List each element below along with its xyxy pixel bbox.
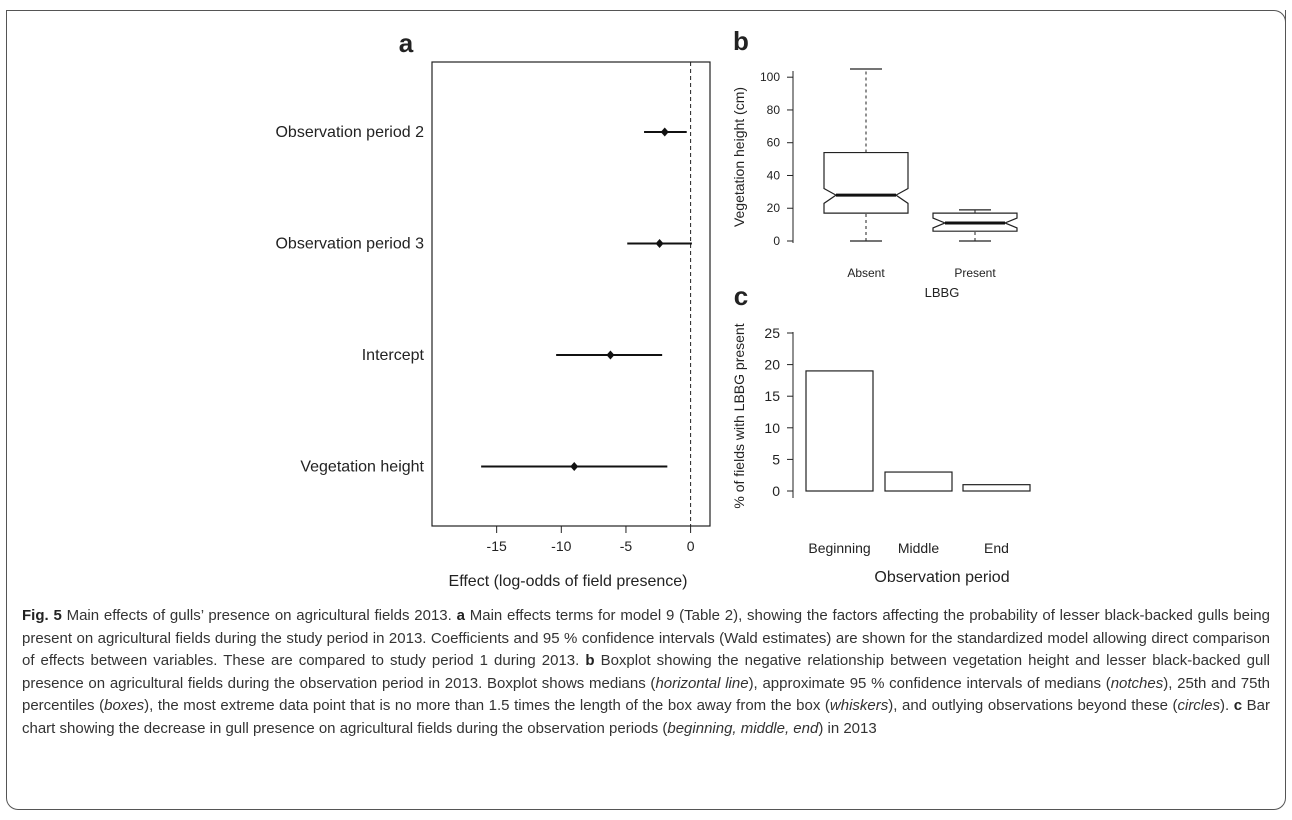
panel-b-notched-box bbox=[823, 151, 909, 214]
panel-a-category-label: Observation period 2 bbox=[275, 124, 424, 141]
caption-c-text: ) in 2013 bbox=[818, 719, 877, 737]
caption-figure-number: Fig. 5 bbox=[22, 607, 62, 624]
panel-a-estimate-point bbox=[660, 127, 669, 137]
panel-c-label: c bbox=[734, 281, 748, 311]
panel-b-y-tick-label: 60 bbox=[767, 136, 781, 150]
panel-a-category-label: Intercept bbox=[362, 347, 425, 364]
panel-a-category-label: Vegetation height bbox=[300, 459, 424, 476]
panel-c-x-tick-label: Beginning bbox=[808, 540, 870, 556]
panel-c-y-tick-label: 10 bbox=[764, 420, 780, 436]
caption-b-italic: whiskers bbox=[829, 697, 889, 714]
panel-b-x-axis-title: LBBG bbox=[925, 285, 960, 300]
panel-c: c 0 5 10 15 20 25 Beginning Middle End % of fie… bbox=[731, 281, 1031, 586]
panel-b-label: b bbox=[733, 26, 749, 56]
panel-c-y-axis-title: % of fields with LBBG present bbox=[731, 323, 747, 508]
panel-c-y-tick-label: 20 bbox=[764, 357, 780, 373]
panel-a-category-label: Observation period 3 bbox=[275, 236, 424, 253]
panel-a-label: a bbox=[399, 28, 414, 58]
caption-b-italic: horizontal line bbox=[655, 674, 749, 692]
panel-c-y-tick-label: 0 bbox=[772, 483, 780, 499]
panel-c-bar bbox=[884, 471, 953, 492]
caption-b-label: b bbox=[585, 652, 595, 669]
panel-c-x-tick-label: Middle bbox=[898, 540, 939, 556]
panel-a-x-axis-title: Effect (log-odds of field presence) bbox=[449, 573, 688, 590]
panel-a-x-tick-label: -5 bbox=[620, 538, 633, 554]
panel-b-y-axis-title: Vegetation height (cm) bbox=[731, 87, 747, 227]
panel-b-y-tick-label: 80 bbox=[767, 103, 781, 117]
caption-b-text: ), approximate 95 % confidence intervals… bbox=[748, 674, 1111, 692]
panel-c-bar bbox=[962, 484, 1031, 492]
caption-b-text: ). bbox=[1220, 697, 1234, 714]
caption-b-text: ), the most extreme data point that is n… bbox=[144, 697, 830, 714]
panel-b-y-tick-label: 0 bbox=[773, 234, 780, 248]
figure-panels: a Observation period 2 Observation period… bbox=[275, 26, 1031, 590]
panel-b-y-tick-label: 100 bbox=[760, 70, 780, 84]
panel-c-x-tick-label: End bbox=[984, 540, 1009, 556]
panel-a-plot-border bbox=[431, 61, 711, 527]
panel-b-x-tick-label: Absent bbox=[847, 266, 885, 280]
panel-c-bar bbox=[805, 370, 874, 492]
panel-c-y-tick-label: 15 bbox=[764, 388, 780, 404]
panel-c-y-tick-label: 5 bbox=[772, 451, 780, 467]
caption-c-italic: beginning, middle, end bbox=[667, 719, 819, 737]
panel-a-estimate-point bbox=[655, 239, 664, 248]
panel-b-y-tick-label: 20 bbox=[767, 201, 781, 215]
caption-a-label: a bbox=[456, 607, 465, 624]
caption-a-text: Main effects terms for model 9 (Table 2)… bbox=[22, 607, 1270, 669]
caption-c-label: c bbox=[1233, 697, 1243, 714]
panel-a-estimate-point bbox=[606, 350, 615, 360]
panel-c-x-axis-title: Observation period bbox=[874, 569, 1009, 586]
caption-b-text: Boxplot showing the negative relationshi… bbox=[22, 652, 1270, 692]
figure-frame bbox=[6, 10, 1286, 810]
panel-a-x-tick-label: -15 bbox=[487, 538, 507, 554]
panel-b-y-tick-label: 40 bbox=[767, 168, 781, 182]
panel-b-x-tick-label: Present bbox=[954, 266, 996, 280]
caption-b-text: ), and outlying observations beyond thes… bbox=[888, 697, 1178, 714]
figure-caption: Fig. 5 Main effects of gulls’ presence o… bbox=[22, 605, 1270, 740]
panel-a-estimate-point bbox=[570, 462, 579, 471]
panel-c-y-tick-label: 25 bbox=[764, 325, 780, 341]
panel-a-x-tick-label: 0 bbox=[687, 538, 695, 554]
panel-a-x-tick-label: -10 bbox=[551, 538, 571, 554]
caption-b-italic: boxes bbox=[104, 697, 145, 714]
caption-b-italic: circles bbox=[1177, 697, 1220, 714]
caption-b-italic: notches bbox=[1110, 674, 1164, 692]
caption-c-text: Bar chart showing the decrease in gull p… bbox=[22, 697, 1270, 737]
caption-b-text: ), 25th and 75th percentiles ( bbox=[22, 674, 1270, 715]
caption-title: Main effects of gulls’ presence on agric… bbox=[61, 607, 457, 624]
panel-b: b 0 20 40 60 80 100 Absent Present Vegetation … bbox=[731, 26, 1018, 300]
panel-a: a Observation period 2 Observation period… bbox=[275, 28, 711, 590]
